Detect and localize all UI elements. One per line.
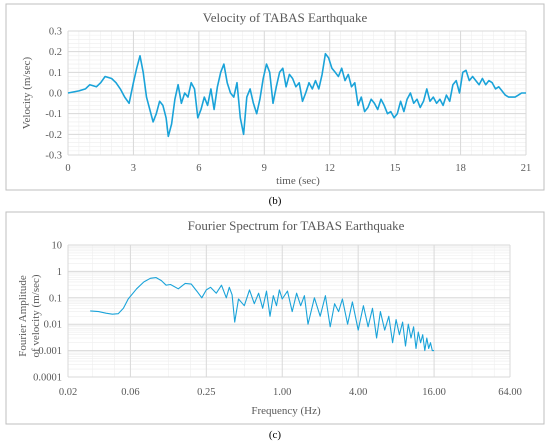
x-tick-label: 4.00 bbox=[349, 387, 367, 398]
y-tick-label: -0.1 bbox=[45, 109, 62, 120]
y-tick-label: 0.1 bbox=[49, 68, 62, 79]
y-tick-label: 0.2 bbox=[49, 47, 62, 58]
x-tick-label: 1.00 bbox=[273, 387, 291, 398]
chart-c-y-ticks: 10 1 0.1 0.01 0.001 0.0001 bbox=[33, 241, 62, 384]
chart-b-grid bbox=[67, 30, 527, 156]
x-tick-label: 12 bbox=[324, 163, 335, 174]
x-tick-label: 64.00 bbox=[498, 387, 522, 398]
velocity-series-line bbox=[67, 52, 526, 138]
y-tick-label: 0.01 bbox=[44, 320, 62, 331]
y-axis-label-line-1: Fourier Amplitude bbox=[17, 275, 29, 357]
y-axis-label-line-2: of velocity (m/sec) bbox=[30, 274, 42, 357]
y-tick-label: 0.3 bbox=[49, 27, 62, 38]
chart-c-grid bbox=[67, 244, 511, 378]
x-tick-label: 6 bbox=[196, 163, 201, 174]
x-tick-label: 18 bbox=[455, 163, 466, 174]
y-tick-label: 0.001 bbox=[38, 346, 62, 357]
x-tick-label: 16.00 bbox=[422, 387, 446, 398]
chart-c-x-ticks: 0.02 0.06 0.25 1.00 4.00 16.00 64.00 bbox=[59, 387, 522, 398]
panel-label-b: (b) bbox=[269, 195, 282, 207]
y-tick-label: 10 bbox=[52, 241, 63, 252]
y-tick-label: 0.1 bbox=[49, 293, 62, 304]
x-tick-label: 0.06 bbox=[121, 387, 139, 398]
y-tick-label: -0.2 bbox=[45, 130, 62, 141]
panel-label-c: (c) bbox=[269, 429, 282, 441]
chart-c-title: Fourier Spectrum for TABAS Earthquake bbox=[188, 218, 405, 233]
x-tick-label: 21 bbox=[521, 163, 532, 174]
chart-b-title: Velocity of TABAS Earthquake bbox=[203, 10, 368, 25]
x-tick-label: 3 bbox=[131, 163, 136, 174]
chart-c-x-axis-label: Frequency (Hz) bbox=[251, 405, 321, 417]
chart-b-y-axis-label: Velocity (m/sec) bbox=[21, 56, 33, 129]
x-tick-label: 0 bbox=[65, 163, 70, 174]
x-tick-label: 0.02 bbox=[59, 387, 77, 398]
y-tick-label: -0.3 bbox=[45, 151, 62, 162]
y-tick-label: 0.0001 bbox=[33, 373, 62, 384]
y-tick-label: 1 bbox=[57, 267, 62, 278]
fourier-series-line bbox=[90, 277, 435, 352]
x-tick-label: 0.25 bbox=[197, 387, 215, 398]
chart-b-y-ticks: 0.3 0.2 0.1 0.0 -0.1 -0.2 -0.3 bbox=[45, 27, 62, 162]
y-tick-label: 0.0 bbox=[49, 89, 62, 100]
chart-b-x-axis-label: time (sec) bbox=[276, 175, 320, 187]
x-tick-label: 15 bbox=[390, 163, 401, 174]
chart-c-y-axis-label: Fourier Amplitudeof velocity (m/sec) bbox=[17, 274, 42, 357]
x-tick-label: 9 bbox=[262, 163, 267, 174]
chart-b-x-ticks: 0 3 6 9 12 15 18 21 bbox=[65, 163, 531, 174]
